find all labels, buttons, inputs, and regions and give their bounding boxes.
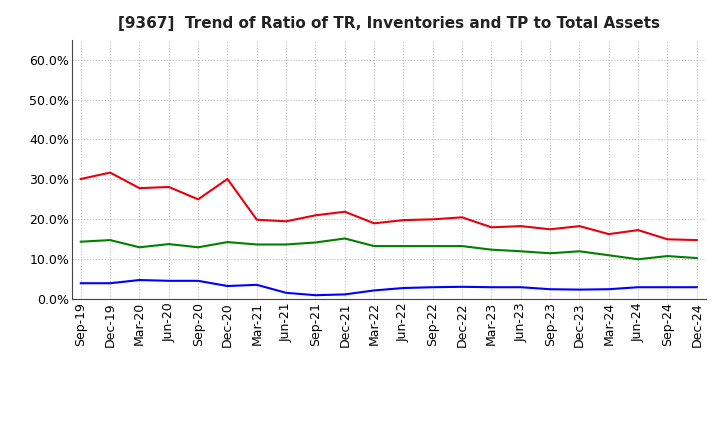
Trade Payables — [693, 256, 701, 261]
Line: Inventories: Inventories — [81, 280, 697, 295]
Trade Payables — [223, 239, 232, 245]
Inventories — [370, 288, 379, 293]
Trade Payables — [605, 253, 613, 258]
Trade Receivables — [253, 217, 261, 222]
Trade Receivables — [223, 176, 232, 182]
Trade Payables — [194, 245, 202, 250]
Trade Receivables — [282, 219, 290, 224]
Line: Trade Payables: Trade Payables — [81, 238, 697, 259]
Inventories — [516, 285, 525, 290]
Inventories — [76, 281, 85, 286]
Trade Receivables — [546, 227, 554, 232]
Trade Payables — [311, 240, 320, 245]
Trade Receivables — [135, 186, 144, 191]
Trade Receivables — [516, 224, 525, 229]
Trade Payables — [663, 253, 672, 259]
Inventories — [428, 285, 437, 290]
Inventories — [135, 277, 144, 282]
Trade Payables — [458, 243, 467, 249]
Trade Receivables — [76, 176, 85, 182]
Inventories — [311, 293, 320, 298]
Title: [9367]  Trend of Ratio of TR, Inventories and TP to Total Assets: [9367] Trend of Ratio of TR, Inventories… — [118, 16, 660, 32]
Trade Receivables — [370, 221, 379, 226]
Inventories — [487, 285, 496, 290]
Trade Payables — [341, 236, 349, 241]
Inventories — [693, 285, 701, 290]
Inventories — [399, 286, 408, 291]
Line: Trade Receivables: Trade Receivables — [81, 172, 697, 240]
Trade Payables — [282, 242, 290, 247]
Trade Receivables — [634, 227, 642, 233]
Inventories — [605, 286, 613, 292]
Inventories — [634, 285, 642, 290]
Inventories — [663, 285, 672, 290]
Trade Receivables — [487, 225, 496, 230]
Inventories — [458, 284, 467, 290]
Trade Payables — [634, 257, 642, 262]
Inventories — [575, 287, 584, 292]
Inventories — [194, 278, 202, 283]
Trade Receivables — [575, 224, 584, 229]
Inventories — [164, 278, 173, 283]
Trade Receivables — [106, 170, 114, 175]
Trade Payables — [428, 243, 437, 249]
Trade Payables — [399, 243, 408, 249]
Trade Payables — [106, 238, 114, 243]
Trade Receivables — [399, 217, 408, 223]
Trade Receivables — [458, 215, 467, 220]
Inventories — [106, 281, 114, 286]
Trade Payables — [370, 243, 379, 249]
Trade Payables — [546, 251, 554, 256]
Trade Payables — [575, 249, 584, 254]
Inventories — [341, 292, 349, 297]
Inventories — [253, 282, 261, 287]
Trade Payables — [164, 242, 173, 247]
Trade Receivables — [663, 237, 672, 242]
Trade Receivables — [428, 216, 437, 222]
Trade Payables — [487, 247, 496, 252]
Inventories — [546, 286, 554, 292]
Trade Payables — [253, 242, 261, 247]
Trade Receivables — [341, 209, 349, 214]
Trade Receivables — [311, 213, 320, 218]
Trade Payables — [76, 239, 85, 244]
Inventories — [223, 283, 232, 289]
Trade Receivables — [693, 238, 701, 243]
Trade Receivables — [194, 197, 202, 202]
Trade Payables — [135, 245, 144, 250]
Trade Receivables — [605, 231, 613, 237]
Trade Payables — [516, 249, 525, 254]
Inventories — [282, 290, 290, 295]
Trade Receivables — [164, 184, 173, 190]
